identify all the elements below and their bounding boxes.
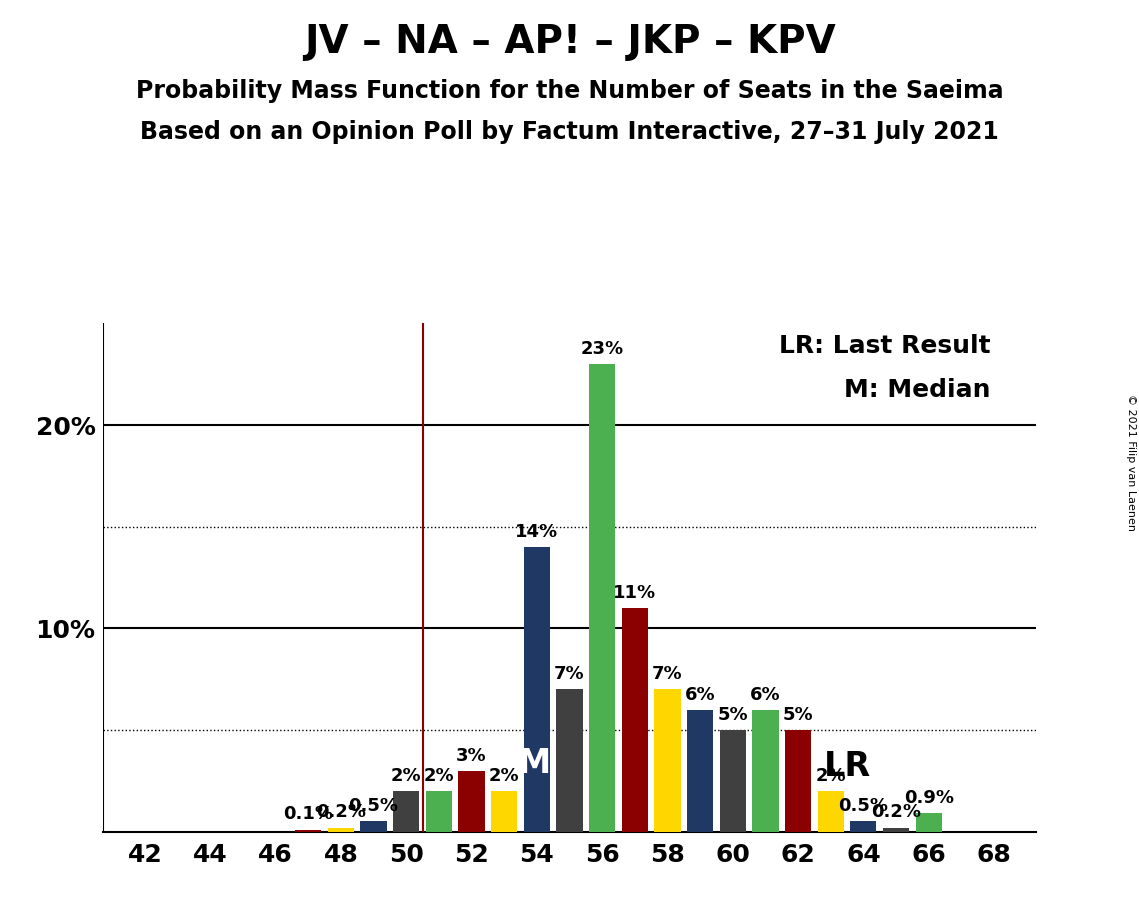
Bar: [818, 791, 844, 832]
Text: 0.2%: 0.2%: [871, 804, 921, 821]
Text: 2%: 2%: [424, 767, 454, 784]
Text: 0.2%: 0.2%: [316, 804, 366, 821]
Text: JV – NA – AP! – JKP – KPV: JV – NA – AP! – JKP – KPV: [304, 23, 835, 61]
Bar: [361, 821, 386, 832]
Text: Probability Mass Function for the Number of Seats in the Saeima: Probability Mass Function for the Number…: [136, 79, 1003, 103]
Text: © 2021 Filip van Laenen: © 2021 Filip van Laenen: [1126, 394, 1136, 530]
Text: 2%: 2%: [391, 767, 421, 784]
Text: 0.5%: 0.5%: [838, 797, 888, 815]
Bar: [393, 791, 419, 832]
Bar: [720, 730, 746, 832]
Bar: [328, 828, 354, 832]
Text: 5%: 5%: [782, 706, 813, 723]
Bar: [622, 608, 648, 832]
Text: 7%: 7%: [653, 665, 682, 683]
Text: 6%: 6%: [685, 686, 715, 703]
Text: Based on an Opinion Poll by Factum Interactive, 27–31 July 2021: Based on an Opinion Poll by Factum Inter…: [140, 120, 999, 144]
Bar: [753, 710, 778, 832]
Bar: [557, 689, 582, 832]
Text: 0.5%: 0.5%: [349, 797, 399, 815]
Bar: [295, 830, 321, 832]
Bar: [524, 547, 550, 832]
Text: 7%: 7%: [555, 665, 584, 683]
Bar: [491, 791, 517, 832]
Bar: [687, 710, 713, 832]
Bar: [589, 364, 615, 832]
Text: M: M: [518, 747, 551, 780]
Text: 14%: 14%: [515, 523, 558, 541]
Text: 23%: 23%: [581, 340, 624, 358]
Bar: [459, 771, 484, 832]
Text: 2%: 2%: [489, 767, 519, 784]
Text: M: Median: M: Median: [844, 378, 991, 402]
Text: 6%: 6%: [751, 686, 780, 703]
Bar: [916, 813, 942, 832]
Bar: [883, 828, 909, 832]
Bar: [655, 689, 680, 832]
Text: 2%: 2%: [816, 767, 846, 784]
Text: LR: Last Result: LR: Last Result: [779, 334, 991, 358]
Text: 11%: 11%: [613, 584, 656, 602]
Text: 0.1%: 0.1%: [284, 806, 334, 823]
Bar: [851, 821, 877, 832]
Bar: [785, 730, 811, 832]
Text: LR: LR: [823, 750, 870, 783]
Text: 0.9%: 0.9%: [903, 789, 953, 808]
Text: 5%: 5%: [718, 706, 748, 723]
Text: 3%: 3%: [457, 747, 486, 764]
Bar: [426, 791, 452, 832]
